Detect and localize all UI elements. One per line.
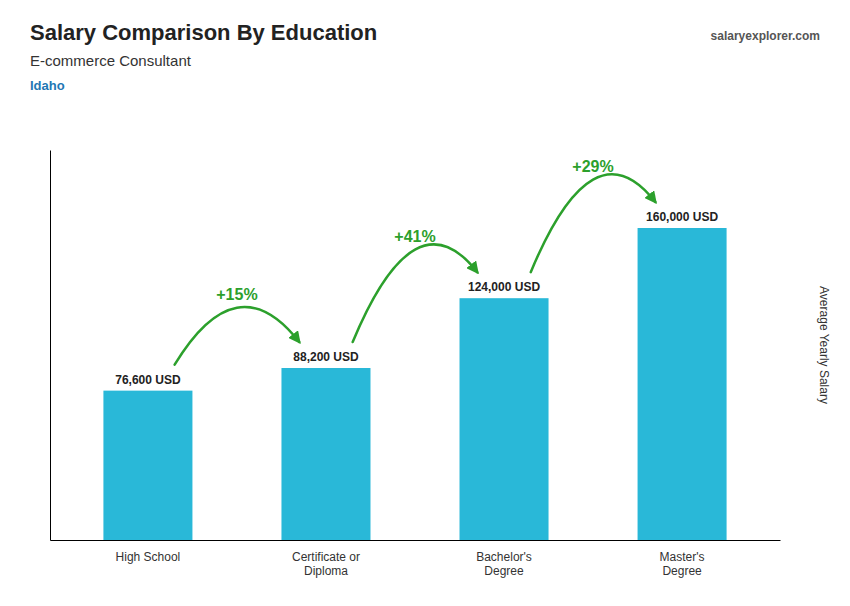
annotation: Idaho	[30, 78, 65, 93]
x-tick: High School	[116, 540, 181, 564]
data-label: 124,000 USD	[468, 280, 540, 294]
chart: Salary Comparison By Education E-commerce…	[0, 0, 850, 606]
y-axis-line	[50, 151, 51, 541]
x-tick-label: Certificate orDiploma	[292, 550, 360, 578]
bars	[103, 228, 726, 540]
x-axis: High School Certificate orDiploma Bachelor…	[51, 540, 781, 578]
x-tick-label: Bachelor'sDegree	[476, 550, 532, 578]
x-tick-label: High School	[116, 550, 181, 564]
data-label: 88,200 USD	[293, 350, 359, 364]
x-tick: Master'sDegree	[660, 540, 705, 578]
data-label: 160,000 USD	[646, 210, 718, 224]
x-tick: Certificate orDiploma	[292, 540, 360, 578]
bar	[103, 391, 192, 540]
bar	[638, 228, 727, 540]
bar	[281, 368, 370, 540]
annotation: salaryexplorer.com	[711, 29, 820, 43]
y-axis	[50, 151, 51, 541]
title: Salary Comparison By Education	[30, 20, 377, 45]
data-label: 76,600 USD	[115, 373, 181, 387]
subtitle: E-commerce Consultant	[30, 52, 192, 69]
plot: High School Certificate orDiploma Bachelor…	[51, 151, 781, 579]
growth-arrow	[175, 307, 300, 365]
x-tick-label: Master'sDegree	[660, 550, 705, 578]
growth-label: +29%	[572, 158, 613, 175]
growth-label: +41%	[394, 228, 435, 245]
x-tick: Bachelor'sDegree	[476, 540, 532, 578]
growth-arrow	[531, 174, 656, 272]
y-axis-title: Average Yearly Salary	[817, 286, 831, 404]
x-axis-line	[51, 540, 781, 541]
growth-label: +15%	[216, 286, 257, 303]
data-labels: 76,600 USD 88,200 USD 124,000 USD 160,000 U…	[115, 210, 718, 387]
growth-arrow	[353, 244, 478, 342]
growth-arrows: +15% +41% +29%	[175, 158, 656, 365]
bar	[460, 298, 549, 540]
